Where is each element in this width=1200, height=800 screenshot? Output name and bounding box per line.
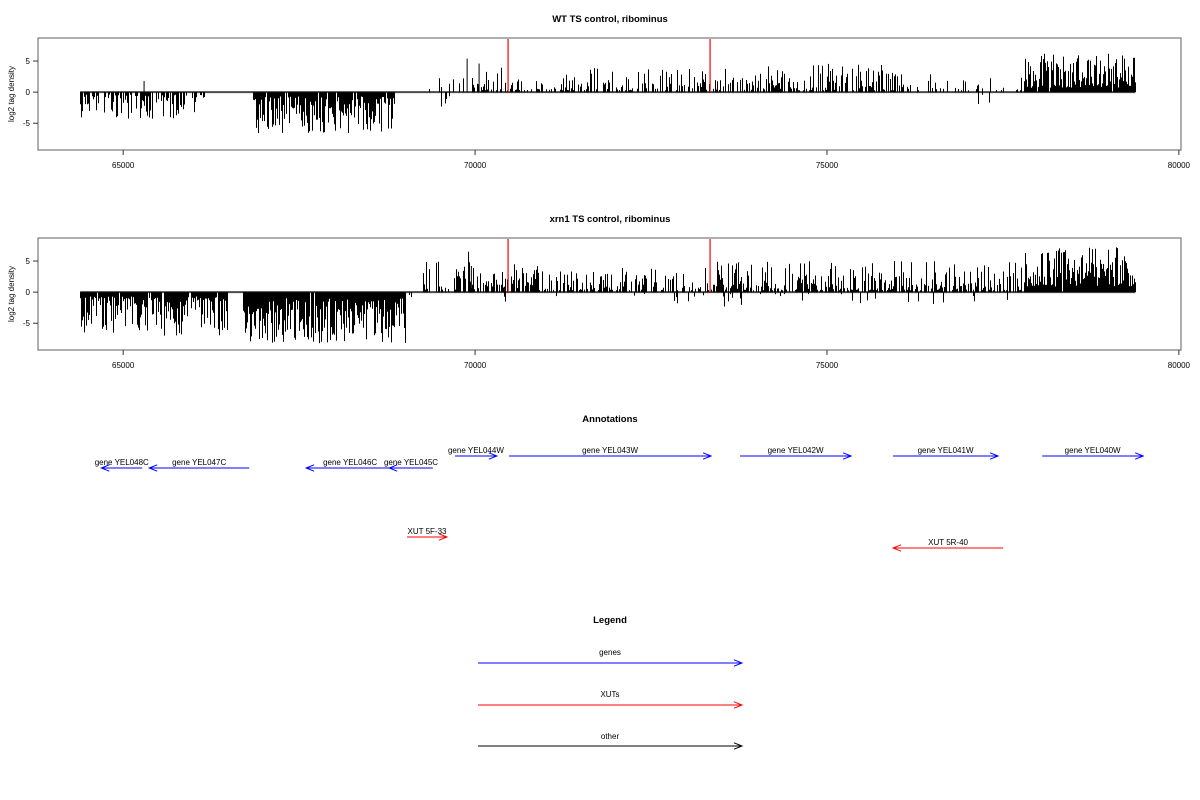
density-bars-region — [429, 78, 473, 93]
xut-annotation-arrow — [407, 533, 449, 541]
density-bars-region — [243, 292, 406, 344]
density-bars-region — [1024, 53, 1136, 93]
wt-y-axis-label: log2 tag density — [7, 66, 16, 122]
y-tick-label: 0 — [26, 88, 31, 97]
legend-item-label: genes — [599, 648, 621, 657]
x-tick-label: 75000 — [816, 161, 839, 170]
density-bars-region — [486, 264, 539, 293]
annotations-title: Annotations — [582, 414, 637, 425]
x-tick-label: 80000 — [1168, 361, 1191, 370]
xut-annotation-label: XUT 5R-40 — [928, 538, 968, 547]
annotations-panel: Annotations gene YEL048C gene YEL047C gene… — [95, 414, 1145, 552]
legend-title: Legend — [593, 615, 627, 626]
density-bars-region — [441, 92, 450, 107]
legend-item-arrow — [478, 659, 744, 667]
density-bars-region — [80, 92, 205, 119]
x-tick-label: 70000 — [464, 361, 487, 370]
gene-annotation-arrow — [740, 452, 853, 460]
density-bars-region — [978, 92, 990, 104]
xrn1-plot-title: xrn1 TS control, ribominus — [550, 214, 671, 225]
gene-annotation-label: gene YEL044W — [448, 446, 504, 455]
gene-annotation-label: gene YEL046C — [323, 458, 377, 467]
legend-item-label: other — [601, 732, 620, 741]
density-bars-region — [711, 261, 1022, 293]
x-tick-label: 70000 — [464, 161, 487, 170]
wt-density-panel: WT TS control, ribominus log2 tag densit… — [7, 14, 1191, 170]
density-bars-group — [80, 247, 1136, 344]
xut-annotation-arrow — [891, 544, 1004, 552]
x-tick-label: 65000 — [112, 161, 135, 170]
density-bars-region — [504, 292, 704, 304]
legend-item-label: XUTs — [600, 690, 619, 699]
gene-annotation-label: gene YEL041W — [918, 446, 974, 455]
density-bars-region — [907, 74, 1022, 93]
gene-annotation-arrow — [304, 464, 395, 472]
gene-annotation-arrow — [455, 452, 499, 460]
legend-panel: Legend genes XUTs other — [478, 615, 744, 750]
xut-annotation-label: XUT 5F-33 — [408, 527, 448, 536]
density-bars-region — [409, 292, 412, 298]
density-bars-region — [1024, 247, 1136, 293]
gene-annotation-arrow — [387, 464, 433, 472]
wt-plot-title: WT TS control, ribominus — [552, 14, 668, 25]
legend-items: genes XUTs other — [478, 648, 744, 750]
x-tick-label: 75000 — [816, 361, 839, 370]
gene-annotation-arrow — [893, 452, 1000, 460]
x-tick-label: 80000 — [1168, 161, 1191, 170]
gene-annotation-label: gene YEL045C — [384, 458, 438, 467]
legend-item-arrow — [478, 742, 744, 750]
y-tick-label: 0 — [26, 288, 31, 297]
density-bars-region — [80, 292, 228, 336]
gene-annotation-label: gene YEL048C — [95, 458, 149, 467]
gene-annotation-arrow — [147, 464, 250, 472]
gene-annotation-label: gene YEL043W — [582, 446, 638, 455]
y-tick-label: 5 — [26, 57, 31, 66]
y-tick-label: -5 — [23, 119, 31, 128]
gene-annotation-arrow — [99, 464, 143, 472]
wt-plot-area: 65000 70000 75000 80000 -5 0 5 — [23, 37, 1191, 170]
gene-annotation-label: gene YEL042W — [768, 446, 824, 455]
density-bars-region — [423, 261, 486, 293]
gene-annotation-arrow — [509, 452, 713, 460]
gene-annotation-arrow — [1042, 452, 1145, 460]
density-bars-region — [253, 92, 395, 134]
plot-box — [37, 237, 1182, 351]
x-tick-label: 65000 — [112, 361, 135, 370]
xrn1-plot-area: 65000 70000 75000 80000 -5 0 5 — [23, 237, 1191, 370]
y-tick-label: -5 — [23, 319, 31, 328]
density-bars-region — [538, 267, 709, 293]
legend-item-arrow — [478, 701, 744, 709]
gene-annotation-label: gene YEL040W — [1065, 446, 1121, 455]
annotations-tracks: gene YEL048C gene YEL047C gene YEL046C gene… — [95, 446, 1145, 552]
xrn1-y-axis-label: log2 tag density — [7, 266, 16, 322]
y-tick-label: 5 — [26, 257, 31, 266]
plot-box — [37, 37, 1182, 151]
density-bars-region — [472, 67, 710, 93]
xrn1-density-panel: xrn1 TS control, ribominus log2 tag dens… — [7, 214, 1191, 370]
density-bars-region — [723, 292, 1008, 307]
density-bars-group — [80, 53, 1136, 134]
density-bars-region — [713, 63, 904, 93]
gene-annotation-label: gene YEL047C — [172, 458, 226, 467]
